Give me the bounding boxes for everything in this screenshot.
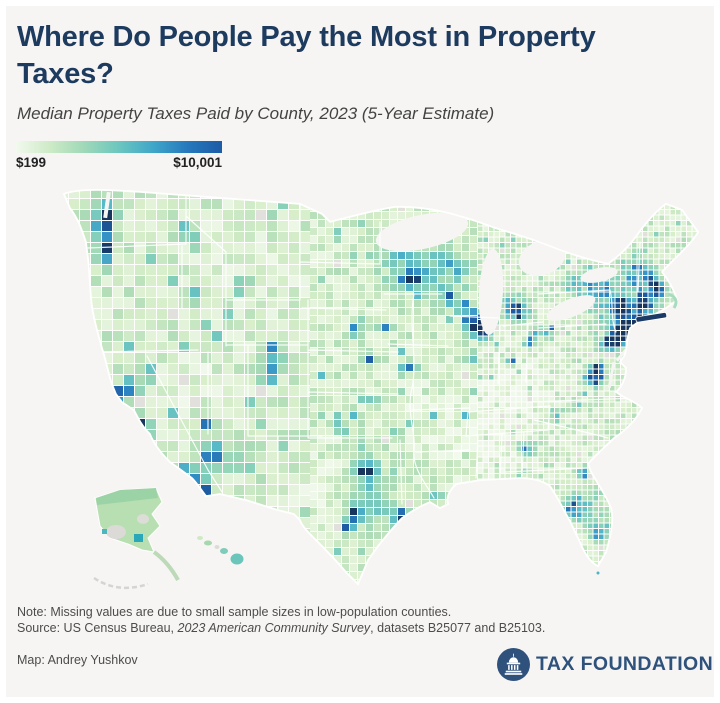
alaska-missing-counties — [106, 525, 126, 539]
lake-superior — [375, 212, 469, 252]
alaska-missing-counties — [137, 514, 149, 524]
map-credit: Map: Andrey Yushkov — [17, 653, 138, 667]
alaska-north-slope — [96, 488, 158, 505]
brand-name: TAX FOUNDATION — [536, 653, 714, 675]
legend-min-label: $199 — [16, 155, 47, 170]
page-subtitle: Median Property Taxes Paid by County, 20… — [17, 104, 495, 123]
lake-erie — [546, 295, 596, 321]
state-borders — [87, 195, 641, 509]
source-text: Source: US Census Bureau, 2023 American … — [17, 621, 546, 635]
legend-gradient-bar — [16, 141, 222, 153]
alaska-inset — [93, 487, 180, 590]
alaska-anchorage — [134, 534, 143, 542]
lake-michigan — [478, 249, 504, 335]
lake-huron — [518, 240, 566, 276]
long-island — [635, 312, 668, 323]
note-text: Note: Missing values are due to small sa… — [17, 605, 452, 619]
lake-ontario — [580, 267, 618, 283]
delaware-bay — [615, 348, 628, 362]
cape-cod — [667, 292, 678, 309]
florida-keys — [596, 571, 600, 575]
capitol-dome-icon — [497, 648, 530, 681]
northeast-details — [635, 292, 678, 323]
legend-max-label: $10,001 — [173, 155, 222, 170]
map-svg — [63, 189, 699, 590]
alaska-teal-county — [102, 529, 107, 534]
us-county-choropleth-map — [50, 186, 700, 606]
hawaii-island — [214, 545, 220, 549]
hawaii-island — [220, 548, 228, 554]
hawaii-island — [197, 536, 203, 540]
brand-logo: TAX FOUNDATION — [497, 648, 713, 681]
puget-sound — [103, 191, 111, 219]
hawaii-island — [204, 540, 212, 546]
hawaii-big-island — [230, 553, 244, 565]
page-title: Where Do People Pay the Most in Property… — [17, 21, 596, 90]
footnote-block: Note: Missing values are due to small sa… — [17, 604, 637, 636]
hawaii-inset — [197, 536, 244, 565]
alaska-panhandle — [152, 550, 180, 581]
aleutian-islands — [93, 576, 149, 590]
great-lakes — [103, 191, 628, 389]
chesapeake-bay — [607, 362, 616, 389]
